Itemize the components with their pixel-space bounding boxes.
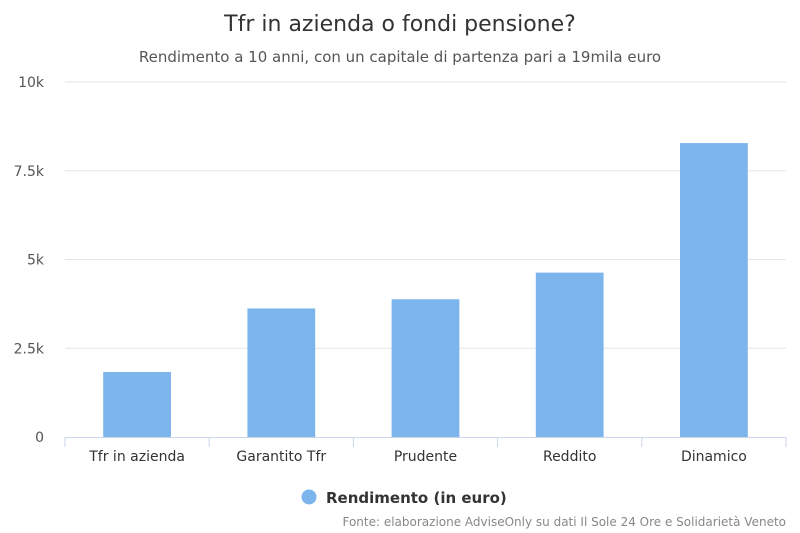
bar[interactable] (103, 372, 171, 437)
y-axis-ticks: 0 2.5k 5k 7.5k 10k (14, 75, 45, 446)
source-credit: Fonte: elaborazione AdviseOnly su dati I… (342, 515, 786, 529)
bar[interactable] (680, 143, 748, 437)
chart-subtitle: Rendimento a 10 anni, con un capitale di… (139, 48, 661, 66)
bar[interactable] (391, 299, 460, 437)
legend[interactable]: Rendimento (in euro) (301, 489, 507, 507)
y-tick-label: 2.5k (14, 341, 45, 357)
bar[interactable] (247, 308, 316, 437)
x-tick-label: Prudente (394, 449, 457, 465)
x-tick-label: Tfr in azienda (88, 449, 185, 465)
x-tick-label: Dinamico (681, 449, 747, 465)
legend-label[interactable]: Rendimento (in euro) (326, 489, 507, 507)
bar[interactable] (535, 272, 604, 437)
y-tick-label: 10k (18, 75, 45, 91)
x-tick-label: Garantito Tfr (236, 449, 326, 465)
y-tick-label: 7.5k (14, 164, 45, 180)
chart-title: Tfr in azienda o fondi pensione? (223, 12, 576, 37)
y-tick-label: 5k (27, 253, 45, 269)
legend-swatch[interactable] (301, 489, 317, 505)
x-tick-label: Reddito (543, 449, 596, 465)
x-axis: Tfr in azienda Garantito Tfr Prudente Reddi… (64, 437, 787, 465)
bars (103, 143, 748, 437)
y-tick-label: 0 (35, 430, 44, 446)
